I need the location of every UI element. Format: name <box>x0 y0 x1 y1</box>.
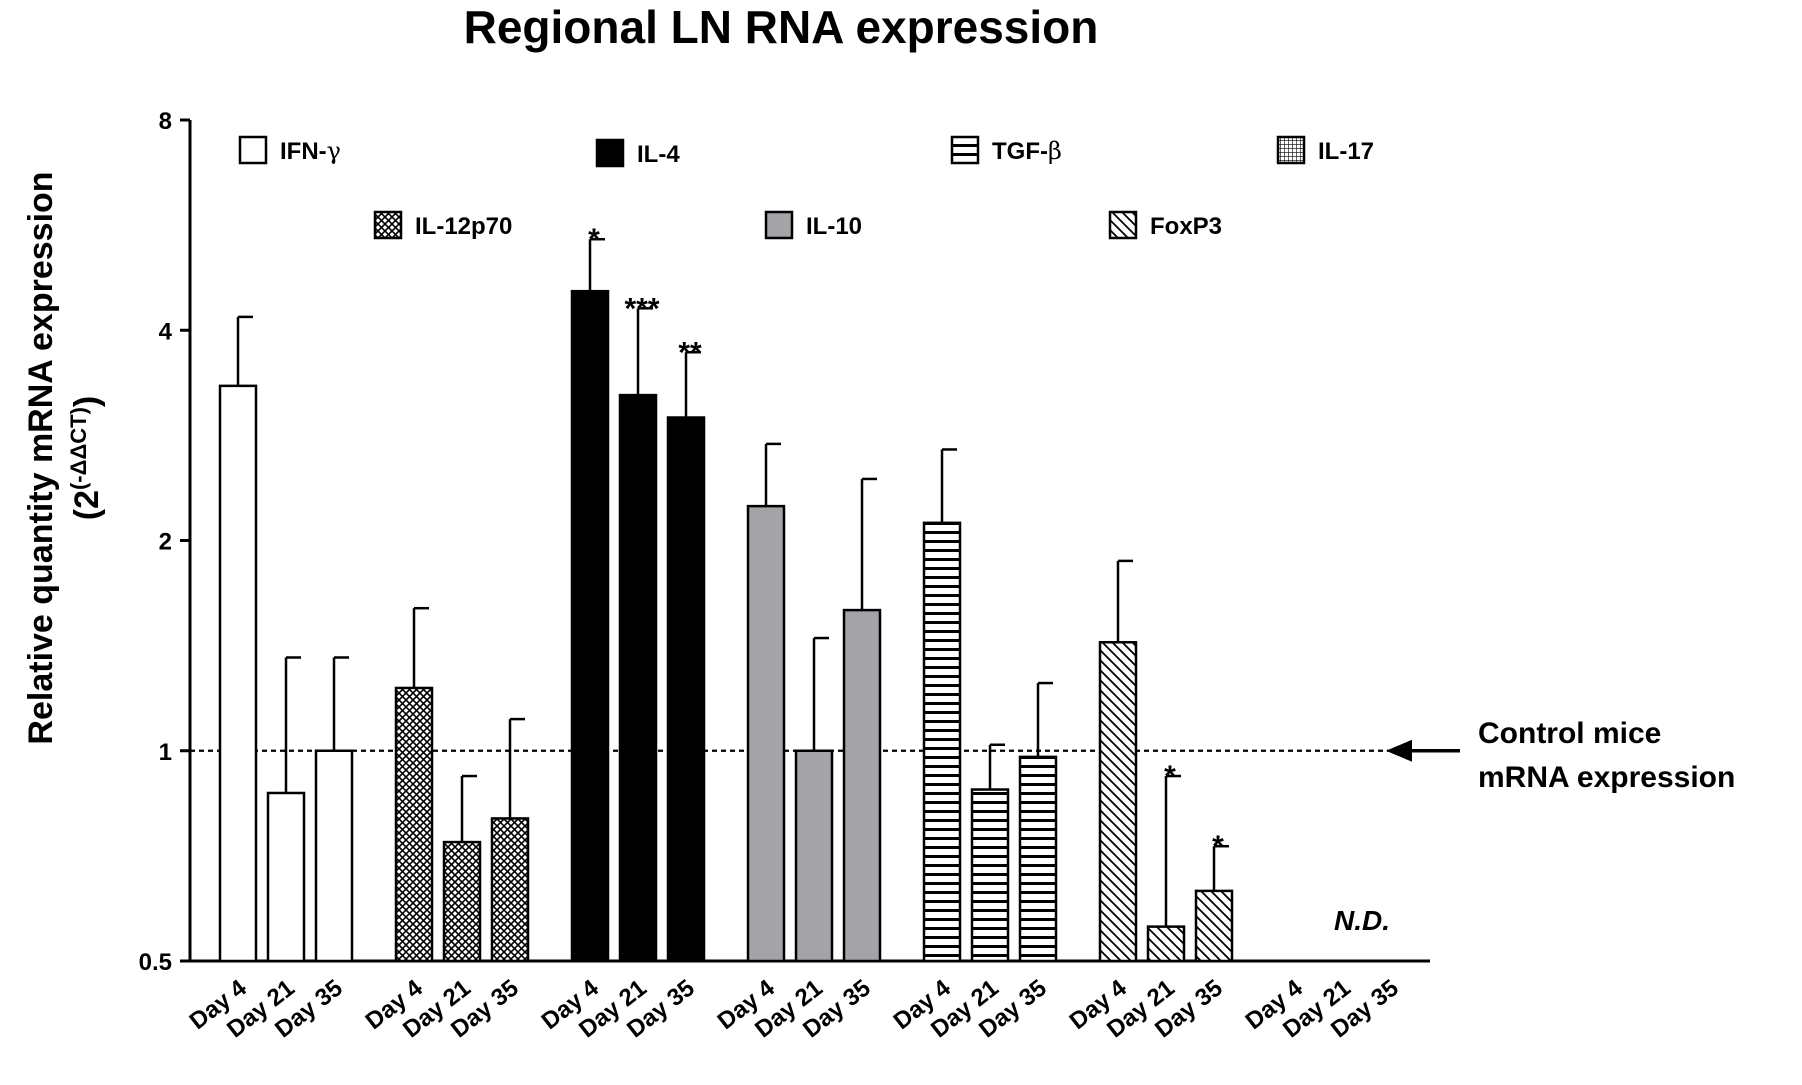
not-detected-label: N.D. <box>1334 905 1390 936</box>
bar <box>1018 755 1058 963</box>
legend-label: TGF-β <box>992 137 1062 165</box>
y-tick-label: 0.5 <box>139 949 172 976</box>
legend-label: IL-4 <box>637 141 680 168</box>
bar <box>746 504 786 963</box>
significance-label: * <box>1164 760 1176 793</box>
y-tick-label: 8 <box>159 108 172 135</box>
legend: IFN-γ IL-12p70 IL-4 IL-10 TGF-β FoxP3 IL-17 <box>238 135 1374 240</box>
y-tick-label: 4 <box>159 318 173 345</box>
bar <box>794 749 834 963</box>
bar <box>442 840 482 963</box>
bar <box>218 384 258 963</box>
significance-label: *** <box>624 292 659 325</box>
y-tick-label: 2 <box>159 529 172 556</box>
legend-swatch <box>373 210 403 240</box>
legend-swatch <box>1276 135 1306 165</box>
legend-label: FoxP3 <box>1150 213 1222 240</box>
legend-label: IL-10 <box>806 213 862 240</box>
significance-label: * <box>1212 830 1224 863</box>
bars: ********N.D. <box>218 223 1390 963</box>
y-axis-label-unit: (2(-ΔΔCT)) <box>66 396 107 521</box>
bar <box>618 393 658 963</box>
bar <box>922 521 962 963</box>
reference-line-group: Control mice mRNA expression <box>190 717 1735 794</box>
significance-label: ** <box>678 336 702 369</box>
y-axis-label-main: Relative quantity mRNA expression <box>22 171 60 744</box>
control-annotation-text: Control mice <box>1478 717 1661 750</box>
bar <box>1146 925 1186 963</box>
bar <box>266 791 306 963</box>
annotation-arrow-head <box>1386 739 1412 762</box>
significance-label: * <box>588 223 600 256</box>
legend-label: IFN-γ <box>280 137 341 165</box>
y-axis-label: Relative quantity mRNA expression (2(-ΔΔ… <box>22 171 106 744</box>
legend-label: IL-12p70 <box>415 213 512 240</box>
legend-swatch <box>595 138 625 168</box>
bar <box>666 416 706 963</box>
chart-title: Regional LN RNA expression <box>464 1 1099 53</box>
legend-swatch <box>764 210 794 240</box>
legend-swatch <box>950 135 980 165</box>
bar <box>1194 889 1234 963</box>
bar <box>394 686 434 963</box>
control-annotation-text: mRNA expression <box>1478 761 1735 794</box>
legend-swatch <box>1108 210 1138 240</box>
bar <box>970 788 1010 963</box>
bar <box>570 289 610 963</box>
bar <box>490 817 530 963</box>
bar <box>314 749 354 963</box>
y-tick-label: 1 <box>159 739 172 766</box>
bar <box>842 608 882 963</box>
legend-label: IL-17 <box>1318 138 1374 165</box>
legend-swatch <box>238 135 268 165</box>
bar <box>1098 641 1138 963</box>
